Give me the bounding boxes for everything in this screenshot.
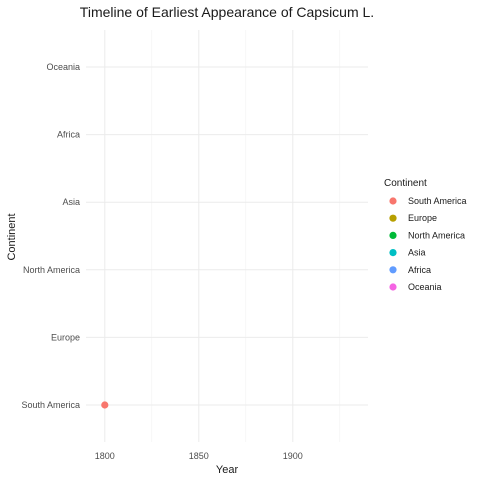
x-axis-ticks: 1800 1850 1900 — [95, 451, 303, 461]
legend-key — [389, 283, 397, 291]
data-point — [101, 401, 109, 409]
y-axis-title: Continent — [6, 213, 18, 260]
x-tick-label: 1850 — [189, 451, 209, 461]
legend-title: Continent — [384, 178, 427, 189]
x-axis-title: Year — [216, 464, 239, 476]
legend-key — [389, 231, 397, 239]
legend-key — [389, 249, 397, 257]
legend-label: Oceania — [408, 282, 442, 292]
x-tick-label: 1800 — [95, 451, 115, 461]
data-points — [101, 401, 109, 409]
chart-title: Timeline of Earliest Appearance of Capsi… — [80, 4, 374, 20]
legend-key — [389, 266, 397, 274]
legend: Continent South America Europe North Ameri… — [384, 178, 467, 292]
legend-key — [389, 214, 397, 222]
y-tick-label: South America — [21, 400, 80, 410]
legend-label: Europe — [408, 213, 437, 223]
x-tick-label: 1900 — [283, 451, 303, 461]
legend-key — [389, 197, 397, 205]
legend-label: Africa — [408, 265, 431, 275]
y-tick-label: Oceania — [46, 62, 80, 72]
legend-label: North America — [408, 230, 465, 240]
y-tick-label: Asia — [62, 197, 80, 207]
grid — [86, 30, 368, 442]
legend-label: Asia — [408, 248, 426, 258]
y-tick-label: Africa — [57, 130, 80, 140]
legend-label: South America — [408, 196, 467, 206]
y-axis-ticks: South America Europe North America Asia Afri… — [21, 62, 80, 410]
y-tick-label: North America — [23, 265, 80, 275]
y-tick-label: Europe — [51, 332, 80, 342]
